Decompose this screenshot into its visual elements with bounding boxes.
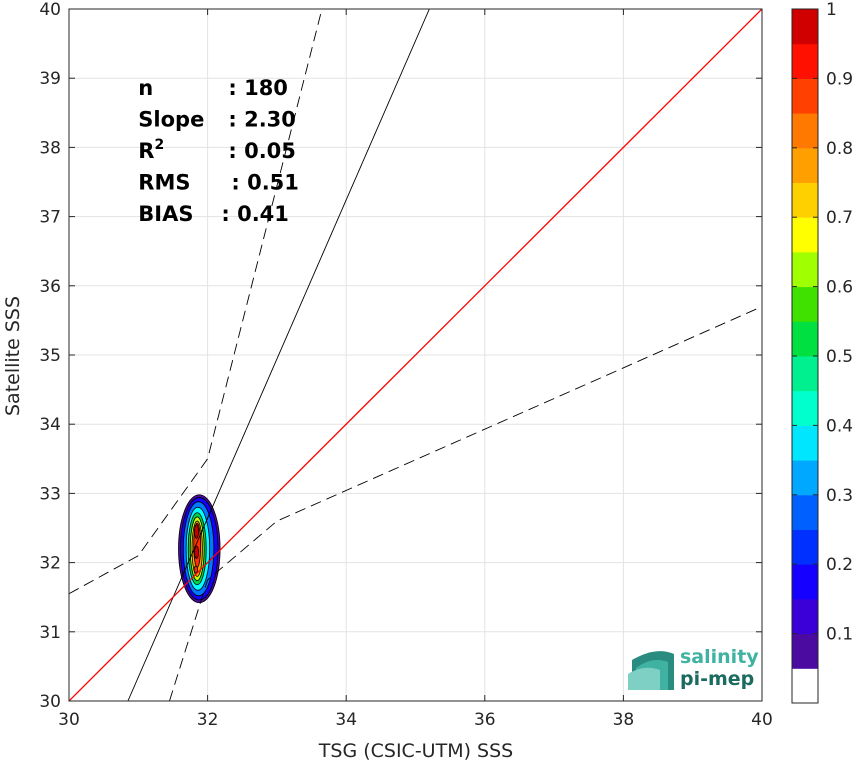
colorbar-tick-label: 0.9 [826, 69, 853, 89]
y-axis-label: Satellite SSS [2, 296, 24, 416]
logo-waves-icon [628, 651, 674, 690]
stat-superscript: 2 [154, 137, 164, 153]
density-contours [178, 494, 221, 604]
one-to-one-line [69, 9, 762, 701]
reference-lines [69, 9, 762, 701]
colorbar-segment [792, 147, 818, 183]
density-contour [194, 524, 199, 539]
y-tick-label: 39 [39, 69, 61, 89]
logo-line1: salinity [680, 646, 759, 668]
colorbar-segment [792, 78, 818, 114]
stat-value: : 0.41 [221, 202, 289, 226]
colorbar-tick-label: 0.5 [826, 347, 853, 367]
logo-line2: pi-mep [680, 668, 754, 690]
colorbar-segment [792, 356, 818, 392]
y-tick-label: 37 [39, 208, 61, 228]
colorbar-tick-label: 0.2 [826, 555, 853, 575]
colorbar-tick-label: 0.7 [826, 208, 853, 228]
colorbar-segment [792, 425, 818, 461]
stat-value: : 0.51 [231, 171, 299, 195]
x-tick-label: 40 [751, 710, 773, 730]
lower-bound-line [169, 306, 762, 701]
colorbar-segment [792, 564, 818, 600]
colorbar-segment [792, 217, 818, 253]
x-tick-label: 30 [58, 710, 80, 730]
stat-value: : 180 [228, 76, 288, 100]
colorbar-tick-label: 0.3 [826, 486, 853, 506]
logo: salinity pi-mep [628, 646, 759, 690]
stats-box: n : 180 Slope : 2.30 R2 : 0.05 RMS : 0.51 BIAS : … [138, 76, 299, 226]
colorbar-segment [792, 494, 818, 530]
colorbar-tick-label: 0.6 [826, 278, 853, 298]
stat-label: RMS [138, 171, 190, 195]
fit-line [127, 9, 430, 701]
colorbar-segment [792, 113, 818, 149]
y-tick-label: 36 [39, 277, 61, 297]
colorbar-tick-label: 1 [826, 0, 837, 20]
x-tick-label: 34 [335, 710, 357, 730]
y-tick-label: 40 [39, 0, 61, 20]
y-tick-label: 33 [39, 484, 61, 504]
x-tick-label: 38 [613, 710, 635, 730]
x-tick-label: 32 [197, 710, 219, 730]
y-tick-label: 35 [39, 346, 61, 366]
colorbar-segment [792, 390, 818, 426]
colorbar-segment [792, 251, 818, 288]
stat-label: R2 [138, 137, 164, 163]
stat-label: BIAS [138, 202, 193, 226]
stat-value: : 0.05 [228, 139, 296, 163]
y-tick-label: 38 [39, 138, 61, 158]
x-tick-label: 36 [474, 710, 496, 730]
plot-area: 30 32 34 36 38 40 30 31 32 33 34 35 36 37 38 39 40 n : 180… [39, 0, 772, 730]
colorbar-segment [792, 43, 818, 79]
y-tick-label: 32 [39, 554, 61, 574]
stat-value: : 2.30 [228, 108, 296, 132]
y-tick-label: 30 [39, 692, 61, 712]
colorbar-segment [792, 668, 818, 704]
colorbar-tick-label: 0.8 [826, 139, 853, 159]
colorbar-segment [792, 633, 818, 669]
colorbar-segment [792, 321, 818, 357]
colorbar-segment [792, 286, 818, 322]
x-axis-label: TSG (CSIC-UTM) SSS [318, 740, 513, 762]
colorbar-segment [792, 460, 818, 496]
density-contour [194, 545, 199, 559]
density-contour [193, 565, 198, 574]
y-tick-label: 34 [39, 415, 61, 435]
colorbar-tick-label: 0.1 [826, 625, 853, 645]
colorbar-segment [792, 182, 818, 218]
y-tick-label: 31 [39, 623, 61, 643]
colorbar-segment [792, 529, 818, 565]
stat-label: n [138, 76, 153, 100]
upper-bound-line [69, 9, 323, 595]
colorbar-tick-label: 0.4 [826, 416, 853, 436]
colorbar: 0.1 0.2 0.3 0.4 0.5 0.6 0.7 0.8 0.9 1 [791, 0, 853, 704]
colorbar-segment [792, 598, 818, 635]
colorbar-segment [792, 9, 818, 45]
stat-label: Slope [138, 108, 204, 132]
